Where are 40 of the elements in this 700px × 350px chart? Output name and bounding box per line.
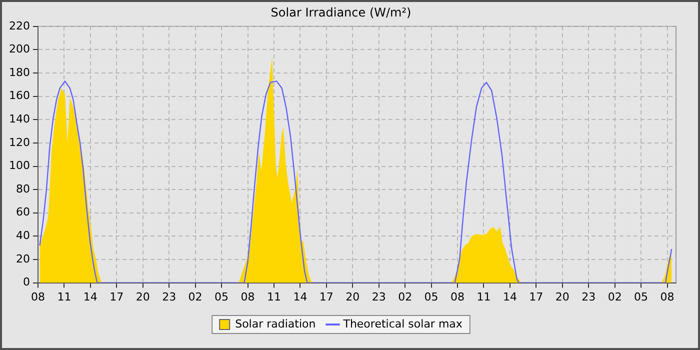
- chart-title: Solar Irradiance (W/m²): [270, 5, 412, 20]
- x-tick-label: 23: [162, 290, 176, 304]
- y-tick-label: 60: [16, 206, 30, 219]
- x-tick-label: 08: [240, 290, 255, 304]
- y-tick-label: 140: [8, 112, 30, 126]
- x-tick-label: 17: [529, 290, 544, 304]
- y-tick-label: 20: [16, 252, 30, 266]
- x-tick-label: 02: [608, 290, 622, 304]
- x-tick-label: 23: [372, 290, 386, 304]
- x-tick-label: 23: [582, 290, 596, 304]
- x-tick-label: 17: [319, 290, 334, 304]
- y-tick-label: 80: [16, 182, 30, 196]
- x-tick-label: 11: [266, 290, 281, 304]
- y-tick-label: 120: [8, 136, 30, 149]
- x-tick-label: 08: [450, 290, 465, 304]
- y-tick-label: 200: [8, 42, 30, 56]
- y-tick-label: 0: [22, 276, 30, 289]
- x-tick-label: 14: [83, 290, 98, 304]
- x-tick-label: 02: [398, 290, 412, 304]
- x-tick-label: 11: [476, 290, 491, 304]
- x-tick-label: 14: [502, 290, 517, 304]
- x-tick-label: 20: [555, 290, 570, 304]
- x-tick-label: 05: [424, 290, 438, 304]
- legend-label: Theoretical solar max: [342, 317, 463, 330]
- x-tick-label: 14: [293, 290, 308, 304]
- x-tick-label: 17: [110, 290, 124, 304]
- y-tick-label: 100: [8, 159, 30, 172]
- y-tick-label: 180: [8, 66, 30, 79]
- legend-label: Solar radiation: [235, 317, 316, 330]
- x-tick-label: 20: [346, 290, 360, 304]
- x-tick-label: 20: [136, 290, 150, 304]
- y-tick-label: 40: [16, 229, 30, 242]
- x-tick-label: 05: [634, 290, 648, 304]
- x-tick-label: 11: [57, 290, 72, 304]
- x-tick-label: 05: [214, 290, 229, 304]
- x-tick-label: 02: [188, 290, 202, 304]
- y-tick-label: 160: [8, 89, 30, 102]
- y-tick-label: 220: [8, 19, 30, 32]
- x-tick-label: 08: [30, 290, 45, 304]
- x-tick-label: 08: [660, 290, 674, 304]
